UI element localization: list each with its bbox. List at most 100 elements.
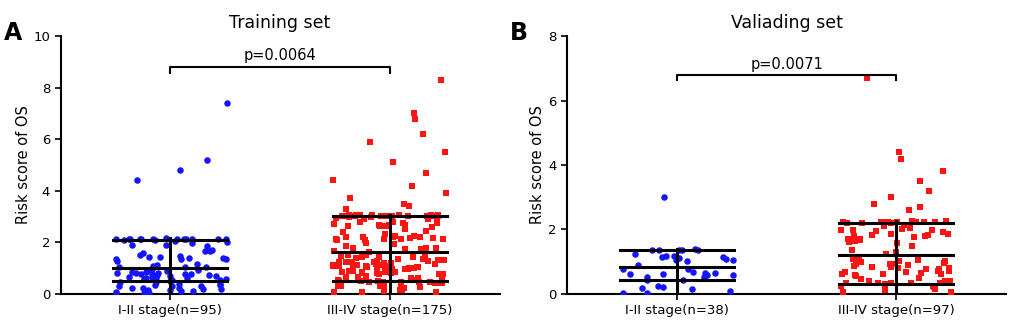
Point: [902, 281, 918, 286]
Point: [142, 267, 158, 273]
Point: [387, 234, 404, 239]
Point: [372, 283, 388, 289]
Point: [199, 157, 215, 163]
Point: [382, 213, 398, 219]
Point: [361, 250, 377, 255]
Point: [940, 268, 956, 274]
Point: [149, 263, 165, 268]
Point: [650, 247, 666, 253]
Point: [720, 288, 737, 293]
Point: [714, 255, 731, 260]
Point: [368, 270, 384, 276]
Point: [370, 272, 386, 277]
Point: [614, 290, 631, 296]
Point: [422, 213, 438, 218]
Point: [109, 258, 125, 263]
Point: [115, 237, 131, 242]
Point: [339, 213, 356, 218]
Point: [638, 275, 654, 280]
Point: [839, 220, 855, 225]
Point: [136, 277, 152, 282]
Point: [184, 236, 201, 242]
Point: [332, 284, 348, 289]
Point: [146, 274, 162, 279]
Point: [199, 243, 215, 249]
Point: [337, 206, 354, 212]
Text: p=0.0071: p=0.0071: [749, 57, 822, 71]
Point: [324, 264, 340, 269]
Point: [853, 260, 869, 265]
Point: [218, 237, 234, 242]
Point: [403, 275, 419, 280]
Point: [369, 259, 385, 264]
Point: [355, 234, 371, 240]
Point: [384, 235, 400, 240]
Point: [920, 188, 936, 193]
Point: [844, 227, 860, 233]
Point: [123, 286, 140, 291]
Point: [866, 229, 882, 234]
Point: [888, 240, 904, 246]
Point: [325, 178, 341, 183]
Point: [429, 214, 445, 219]
Point: [925, 220, 942, 225]
Point: [382, 270, 398, 275]
Point: [622, 272, 638, 277]
Point: [935, 278, 952, 284]
Point: [354, 254, 370, 260]
Point: [431, 272, 447, 277]
Point: [208, 273, 224, 279]
Point: [897, 269, 913, 274]
Point: [394, 221, 411, 226]
Point: [357, 237, 373, 242]
Point: [218, 240, 234, 245]
Point: [358, 241, 374, 246]
Point: [900, 207, 916, 213]
Point: [339, 252, 356, 258]
Point: [378, 213, 394, 218]
Point: [376, 269, 392, 274]
Point: [400, 204, 417, 209]
Point: [344, 266, 361, 271]
Point: [367, 259, 383, 264]
Point: [384, 219, 400, 225]
Point: [430, 257, 446, 262]
Point: [687, 247, 703, 252]
Point: [938, 231, 955, 236]
Point: [343, 259, 360, 264]
Point: [212, 278, 228, 283]
Point: [123, 242, 140, 247]
Point: [923, 227, 940, 232]
Text: A: A: [3, 21, 21, 45]
Point: [725, 257, 741, 262]
Point: [835, 220, 851, 225]
Point: [149, 272, 165, 278]
Point: [330, 284, 346, 289]
Point: [426, 261, 442, 266]
Point: [912, 271, 928, 276]
Point: [144, 274, 160, 280]
Point: [420, 213, 436, 218]
Point: [915, 219, 931, 224]
Point: [338, 213, 355, 219]
Point: [869, 280, 886, 286]
Point: [837, 280, 853, 286]
Point: [183, 240, 200, 246]
Point: [906, 234, 922, 240]
Point: [356, 217, 372, 222]
Point: [167, 239, 183, 244]
Point: [158, 242, 174, 247]
Point: [386, 269, 403, 275]
Point: [882, 232, 899, 237]
Point: [334, 270, 351, 275]
Point: [846, 233, 862, 238]
Point: [200, 272, 216, 278]
Point: [376, 265, 392, 270]
Point: [696, 271, 712, 276]
Point: [881, 195, 898, 200]
Point: [430, 214, 446, 219]
Point: [147, 278, 163, 283]
Point: [369, 268, 385, 273]
Point: [893, 226, 909, 232]
Point: [378, 224, 394, 229]
